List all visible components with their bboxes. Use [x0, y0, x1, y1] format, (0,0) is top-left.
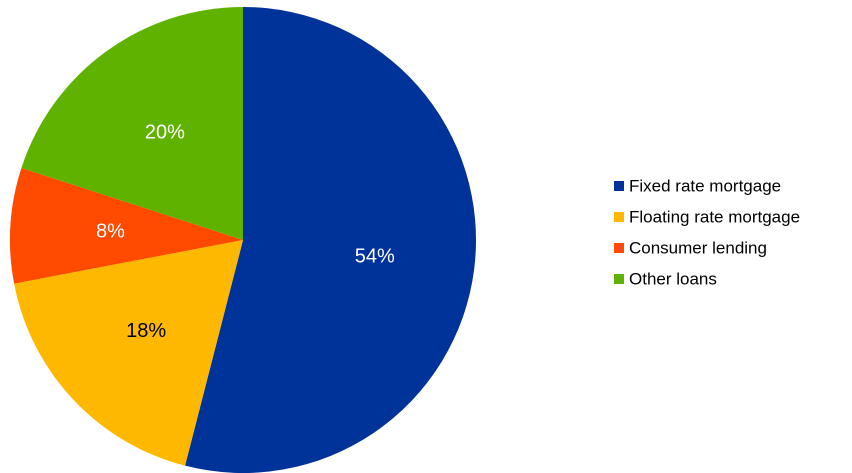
legend-item-consumer-lending: Consumer lending	[614, 239, 767, 258]
legend-label: Consumer lending	[629, 239, 767, 258]
legend-swatch	[614, 181, 624, 191]
pie-slice-labels: 54% 18% 8% 20%	[96, 122, 395, 342]
legend-swatch	[614, 274, 624, 284]
legend-label: Fixed rate mortgage	[629, 177, 781, 196]
legend-item-other-loans: Other loans	[614, 270, 717, 289]
slice-label-other-loans: 20%	[145, 122, 185, 144]
legend-swatch	[614, 212, 624, 222]
pie-slice-fixed-rate-mortgage	[185, 7, 477, 473]
pie-slice-other-loans	[21, 7, 243, 240]
pie-slice-floating-rate-mortgage	[14, 240, 243, 466]
pie-slices	[10, 7, 477, 473]
slice-label-consumer-lending: 8%	[96, 221, 125, 243]
legend-item-fixed-rate-mortgage: Fixed rate mortgage	[614, 177, 781, 196]
legend-label: Floating rate mortgage	[629, 208, 800, 227]
legend-label: Other loans	[629, 270, 717, 289]
pie-slice-consumer-lending	[10, 167, 243, 284]
slice-label-fixed-rate-mortgage: 54%	[355, 246, 395, 268]
legend-swatch	[614, 243, 624, 253]
legend-item-floating-rate-mortgage: Floating rate mortgage	[614, 208, 800, 227]
legend: Fixed rate mortgage Floating rate mortgag…	[614, 177, 800, 289]
slice-label-floating-rate-mortgage: 18%	[126, 320, 166, 342]
